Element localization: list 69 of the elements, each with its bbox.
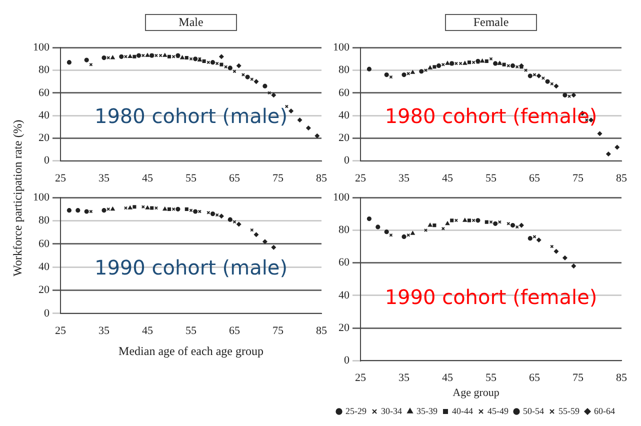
y-tick-label: 100: [33, 41, 50, 54]
y-tick-label: 80: [338, 64, 350, 76]
y-tick-label: 60: [338, 256, 350, 269]
x-tick-label: 85: [616, 372, 628, 384]
x-tick-label: 85: [316, 324, 328, 337]
x-tick-label: 55: [186, 324, 197, 337]
y-tick-label: 40: [338, 109, 350, 122]
x-tick-label: 65: [229, 172, 240, 184]
x-tick-label: 85: [616, 172, 628, 184]
y-tick-label: 100: [33, 191, 50, 204]
legend-label: 55-59: [558, 406, 580, 416]
legend-label: 45-49: [488, 406, 509, 416]
y-tick-label: 40: [38, 109, 50, 122]
y-tick-label: 0: [344, 154, 350, 167]
annotation: 1980 cohort (female): [384, 104, 598, 128]
y-tick-label: 0: [44, 307, 50, 320]
legend-title: Age group: [452, 387, 500, 400]
x-tick-label: 75: [572, 372, 584, 384]
y-tick-label: 80: [338, 224, 350, 236]
y-tick-label: 100: [333, 191, 350, 204]
legend-label: 50-54: [522, 406, 544, 416]
y-tick-label: 60: [38, 86, 50, 99]
legend-label: 30-34: [381, 406, 403, 416]
legend-label: 40-44: [452, 406, 474, 416]
y-axis-title: Workforce participation rate (%): [10, 120, 26, 276]
x-tick-label: 45: [142, 324, 154, 337]
chart-title: Female: [445, 14, 537, 31]
x-tick-label: 45: [442, 172, 454, 184]
x-tick-label: 35: [98, 172, 110, 184]
legend-label: 25-29: [346, 406, 368, 416]
x-tick-label: 35: [398, 372, 410, 384]
x-tick-label: 45: [442, 372, 454, 384]
x-tick-label: 55: [486, 172, 497, 184]
y-tick-label: 80: [38, 214, 50, 227]
y-tick-label: 20: [38, 132, 50, 144]
y-tick-label: 20: [338, 132, 350, 144]
y-tick-label: 40: [338, 289, 350, 302]
x-tick-label: 65: [529, 172, 540, 184]
x-tick-label: 75: [272, 324, 284, 337]
x-tick-label: 25: [355, 372, 366, 384]
y-tick-label: 0: [44, 154, 50, 167]
annotation: 1980 cohort (male): [94, 104, 288, 128]
y-tick-label: 20: [338, 322, 350, 334]
x-tick-label: 75: [572, 172, 584, 184]
x-tick-label: 25: [355, 172, 366, 184]
y-tick-label: 60: [338, 86, 350, 99]
x-tick-label: 45: [142, 172, 154, 184]
annotation: 1990 cohort (female): [384, 284, 598, 309]
x-tick-label: 55: [486, 372, 497, 384]
x-tick-label: 25: [55, 324, 66, 337]
y-tick-label: 100: [333, 41, 350, 54]
y-tick-label: 60: [38, 238, 50, 250]
y-tick-label: 0: [344, 354, 350, 366]
x-tick-label: 35: [398, 172, 410, 184]
annotation: 1990 cohort (male): [94, 256, 288, 280]
legend-label: 60-64: [594, 406, 616, 416]
x-tick-label: 75: [272, 172, 284, 184]
x-tick-label: 25: [55, 172, 66, 184]
x-tick-label: 65: [529, 372, 540, 384]
legend-label: 35-39: [416, 406, 438, 416]
x-axis-title: Median age of each age group: [118, 344, 264, 358]
y-tick-label: 20: [38, 284, 50, 296]
y-tick-label: 40: [38, 260, 50, 273]
chart-title: Male: [145, 14, 237, 31]
x-tick-label: 55: [186, 172, 197, 184]
x-tick-label: 85: [316, 172, 328, 184]
y-tick-label: 80: [38, 64, 50, 76]
x-tick-label: 35: [98, 324, 110, 337]
x-tick-label: 65: [229, 324, 240, 337]
